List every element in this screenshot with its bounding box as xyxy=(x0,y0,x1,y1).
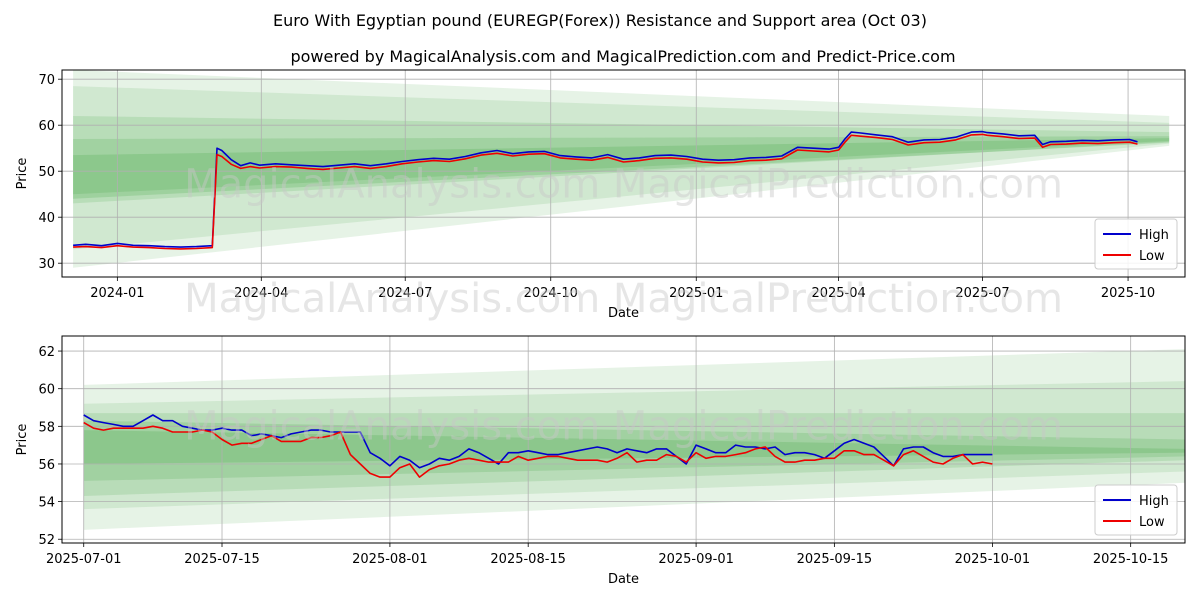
x-axis-label: Date xyxy=(608,572,639,587)
x-tick-label: 2025-10 xyxy=(1101,286,1155,301)
x-tick-label: 2025-10-01 xyxy=(955,552,1031,567)
y-tick-label: 56 xyxy=(38,458,55,473)
x-tick-label: 2024-01 xyxy=(90,286,144,301)
x-tick-label: 2025-08-01 xyxy=(352,552,428,567)
x-tick-label: 2024-10 xyxy=(524,286,578,301)
y-tick-label: 40 xyxy=(38,211,55,226)
top-plot: 30 40 50 60 70 2024-01 2024-04 2024-07 2024-10 20… xyxy=(15,69,1186,322)
support-resistance-band xyxy=(83,413,1185,496)
support-resistance-band xyxy=(83,430,1185,464)
legend-label-low: Low xyxy=(1139,249,1165,264)
x-tick-label: 2024-04 xyxy=(234,286,288,301)
support-resistance-band xyxy=(73,138,1170,199)
chart-subtitle: powered by MagicalAnalysis.com and Magic… xyxy=(290,47,955,66)
watermark: MagicalAnalysis.com MagicalPrediction.co… xyxy=(184,162,1063,208)
x-tick-label: 2025-07-01 xyxy=(46,552,122,567)
series-line-low xyxy=(83,421,993,478)
y-tick-label: 60 xyxy=(38,119,55,134)
y-tick-label: 58 xyxy=(38,420,55,435)
plot-frame xyxy=(61,69,1186,278)
y-tick-label: 54 xyxy=(38,496,55,511)
legend-box xyxy=(1094,218,1178,270)
watermark: MagicalAnalysis.com MagicalPrediction.co… xyxy=(184,404,1063,450)
x-axis-label: Date xyxy=(608,306,639,321)
x-tick-label: 2024-07 xyxy=(378,286,432,301)
plot-area xyxy=(62,336,1185,543)
plot-frame xyxy=(61,335,1186,544)
y-tick-label: 52 xyxy=(38,533,55,548)
chart-title: Euro With Egyptian pound (EUREGP(Forex))… xyxy=(273,11,927,30)
y-tick-label: 60 xyxy=(38,383,55,398)
y-tick-label: 30 xyxy=(38,257,55,272)
x-tick-label: 2025-07 xyxy=(955,286,1009,301)
x-tick-label: 2025-07-15 xyxy=(184,552,260,567)
y-tick-label: 70 xyxy=(38,73,55,88)
support-resistance-band xyxy=(83,381,1185,510)
x-tick-label: 2025-09-01 xyxy=(658,552,734,567)
legend-label-high: High xyxy=(1139,494,1169,509)
y-tick-label: 50 xyxy=(38,165,55,180)
series-line-low xyxy=(73,133,1138,250)
watermark: MagicalAnalysis.com MagicalPrediction.co… xyxy=(184,276,1063,322)
x-tick-label: 2025-10-15 xyxy=(1093,552,1169,567)
legend-label-high: High xyxy=(1139,228,1169,243)
y-tick-label: 62 xyxy=(38,345,55,360)
support-resistance-band xyxy=(73,136,1170,195)
series-line-high xyxy=(73,130,1138,248)
plot-area xyxy=(62,70,1185,277)
legend: High Low xyxy=(1094,484,1178,536)
legend-box xyxy=(1094,484,1178,536)
legend: High Low xyxy=(1094,218,1178,270)
series-line-high xyxy=(83,414,993,469)
x-tick-label: 2025-01 xyxy=(669,286,723,301)
bottom-plot: 52 54 56 58 60 62 2025-07-01 2025-07-15 2025-08-… xyxy=(15,335,1186,587)
x-tick-label: 2025-04 xyxy=(811,286,865,301)
x-tick-label: 2025-08-15 xyxy=(490,552,566,567)
legend-label-low: Low xyxy=(1139,515,1165,530)
y-axis-label: Price xyxy=(15,424,30,456)
y-axis-label: Price xyxy=(15,158,30,190)
x-tick-label: 2025-09-15 xyxy=(797,552,873,567)
support-resistance-band xyxy=(73,70,1170,268)
support-resistance-band xyxy=(83,349,1185,530)
support-resistance-band xyxy=(73,86,1170,250)
